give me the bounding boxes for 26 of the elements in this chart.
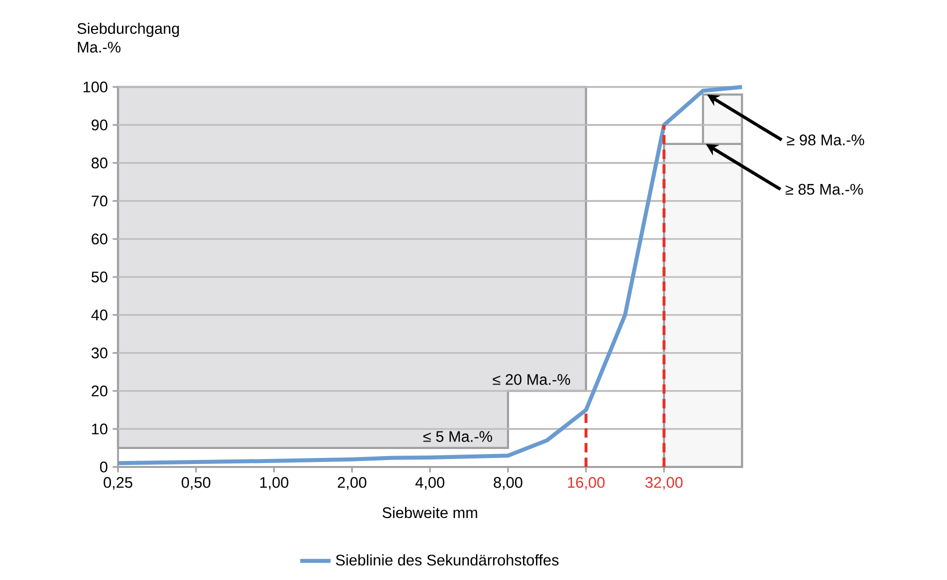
y-axis-title: Siebdurchgang Ma.-% [77,22,179,53]
y-tick-label: 30 [92,348,108,358]
annotation: ≥ 85 Ma.-% [786,184,863,195]
y-tick-label: 20 [92,386,108,396]
x-tick-label: 0,50 [182,477,210,490]
y-tick-label: 40 [91,310,108,320]
y-tick-label: 50 [92,272,108,282]
ref-line-label: 32,00 [645,477,683,490]
x-tick-label: 1,00 [260,477,288,490]
x-tick-label: 4,00 [415,477,444,490]
y-tick-label: 60 [92,234,108,244]
y-tick-label: 80 [92,158,108,168]
x-tick-label: 8,00 [494,477,522,490]
x-tick-label: 2,00 [338,477,366,490]
annotation: ≤ 20 Ma.-% [492,374,570,385]
y-tick-label: 90 [92,120,108,130]
annotation: ≤ 5 Ma.-% [423,431,492,442]
y-tick-label: 10 [92,424,108,434]
ref-line-label: 16,00 [568,477,605,490]
annotation: ≥ 98 Ma.-% [786,134,864,146]
x-axis-title: Siebweite mm [382,506,478,518]
x-tick-label: 0,25 [104,477,132,490]
y-tick-label: 0 [100,462,108,472]
y-tick-label: 100 [84,82,108,92]
y-tick-label: 70 [92,196,108,206]
legend-label: Sieblinie des Sekundärrohstoffes [336,554,559,566]
